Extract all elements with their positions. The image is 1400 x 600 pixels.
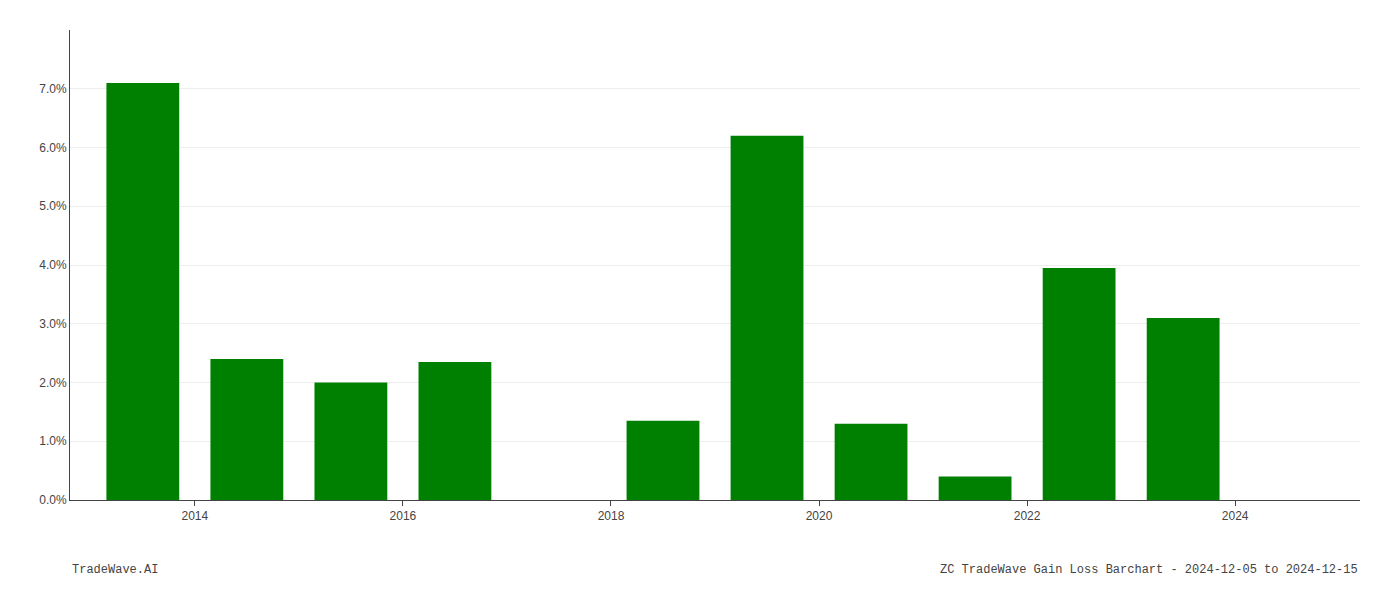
svg-text:2022: 2022	[1014, 509, 1041, 523]
svg-text:2.0%: 2.0%	[39, 376, 67, 390]
svg-text:2024: 2024	[1222, 509, 1249, 523]
svg-text:2016: 2016	[390, 509, 417, 523]
svg-text:5.0%: 5.0%	[39, 199, 67, 213]
svg-text:TradeWave.AI: TradeWave.AI	[72, 563, 158, 577]
svg-text:2020: 2020	[806, 509, 833, 523]
svg-text:1.0%: 1.0%	[39, 434, 67, 448]
svg-text:6.0%: 6.0%	[39, 141, 67, 155]
svg-text:3.0%: 3.0%	[39, 317, 67, 331]
svg-text:2018: 2018	[598, 509, 625, 523]
svg-text:4.0%: 4.0%	[39, 258, 67, 272]
svg-text:7.0%: 7.0%	[39, 82, 67, 96]
svg-text:2014: 2014	[181, 509, 208, 523]
svg-text:0.0%: 0.0%	[39, 493, 67, 507]
svg-text:ZC TradeWave Gain Loss Barchar: ZC TradeWave Gain Loss Barchart - 2024-1…	[940, 563, 1358, 577]
